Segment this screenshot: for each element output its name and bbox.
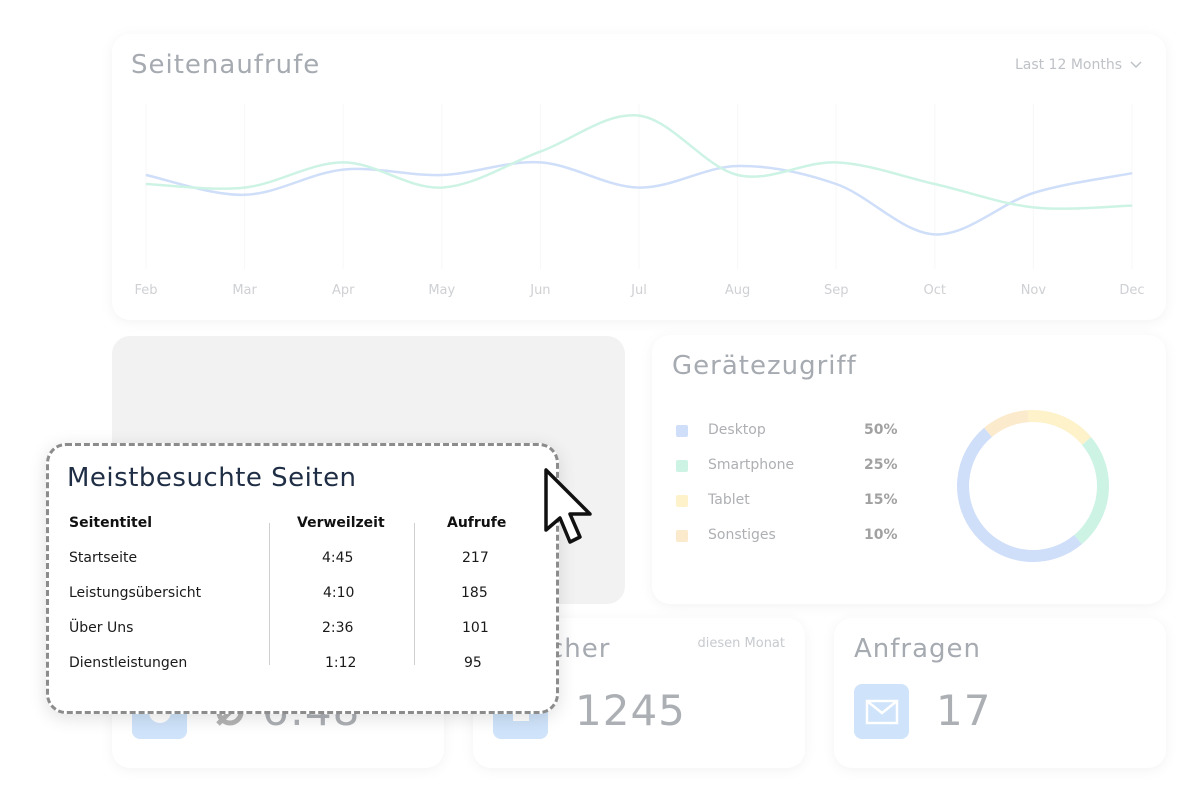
legend-item: Sonstiges 10% <box>676 527 898 547</box>
time-range-dropdown[interactable]: Last 12 Months <box>1015 57 1142 73</box>
legend-swatch <box>676 530 688 542</box>
legend-item: Desktop 50% <box>676 422 898 442</box>
cell-views: 217 <box>462 550 489 566</box>
legend-item: Tablet 15% <box>676 492 898 512</box>
page-views-title: Seitenaufrufe <box>131 50 321 80</box>
device-access-card: Gerätezugriff Desktop 50% Smartphone 25%… <box>652 335 1166 604</box>
column-header-duration: Verweilzeit <box>297 515 385 531</box>
device-access-title: Gerätezugriff <box>672 351 857 381</box>
kpi-title: cher <box>549 634 611 664</box>
most-visited-pages-card[interactable]: Meistbesuchte Seiten Seitentitel Verweil… <box>46 443 559 714</box>
data-point <box>145 174 147 176</box>
x-tick-label: Nov <box>1021 283 1047 298</box>
legend-item: Smartphone 25% <box>676 457 898 477</box>
time-range-label: Last 12 Months <box>1014 57 1122 73</box>
cell-page-title: Dienstleistungen <box>69 655 188 671</box>
column-header-views: Aufrufe <box>447 515 507 531</box>
page-views-line-chart: Feb Mar Apr May Jun Jul Aug Sep Oct Nov Dec <box>134 104 1145 298</box>
column-divider <box>414 523 415 665</box>
x-tick-label: Mar <box>232 283 257 298</box>
device-donut-chart <box>957 410 1109 562</box>
legend-label: Desktop <box>708 422 766 438</box>
data-point <box>539 161 541 163</box>
data-point <box>934 183 936 185</box>
data-point <box>737 174 739 176</box>
x-tick-label: Feb <box>134 283 157 298</box>
mail-icon <box>854 684 909 739</box>
donut-slice-sonstiges <box>984 410 1029 438</box>
cell-duration: 1:12 <box>325 655 357 671</box>
donut-slice-smartphone <box>1073 437 1109 545</box>
kpi-card-inquiries: Anfragen 17 <box>834 618 1166 768</box>
legend-swatch <box>676 425 688 437</box>
legend-value: 25% <box>864 457 898 473</box>
legend-value: 10% <box>864 527 898 543</box>
cell-page-title: Leistungsübersicht <box>69 585 202 601</box>
legend-label: Sonstiges <box>708 527 776 543</box>
column-divider <box>269 523 270 665</box>
donut-slice-desktop <box>957 427 1082 562</box>
data-point <box>638 115 640 117</box>
x-tick-label: May <box>428 283 455 298</box>
x-tick-label: Jun <box>529 283 550 298</box>
data-point <box>145 183 147 185</box>
cell-page-title: Startseite <box>69 550 138 566</box>
kpi-subtitle: diesen Monat <box>697 636 785 651</box>
data-point <box>835 161 837 163</box>
data-point <box>737 165 739 167</box>
x-tick-label: Dec <box>1119 283 1144 298</box>
cell-page-title: Über Uns <box>69 620 134 636</box>
x-tick-label: Aug <box>725 283 750 298</box>
data-point <box>1131 172 1133 174</box>
cell-views: 185 <box>461 585 488 601</box>
data-point <box>638 187 640 189</box>
mouse-pointer-icon <box>544 468 592 544</box>
data-point <box>342 169 344 171</box>
kpi-value: 17 <box>936 686 992 735</box>
data-point <box>342 161 344 163</box>
donut-slice-tablet <box>1027 410 1092 446</box>
legend-label: Tablet <box>708 492 750 508</box>
data-point <box>934 233 936 235</box>
data-point <box>244 187 246 189</box>
kpi-value: 1245 <box>575 686 686 735</box>
data-point <box>441 174 443 176</box>
cell-views: 95 <box>464 655 482 671</box>
x-tick-label: Oct <box>924 283 946 298</box>
x-tick-label: Jul <box>630 283 647 298</box>
data-point <box>835 183 837 185</box>
data-point <box>441 187 443 189</box>
legend-value: 50% <box>864 422 898 438</box>
cell-views: 101 <box>462 620 489 636</box>
data-point <box>539 151 541 153</box>
legend-value: 15% <box>864 492 898 508</box>
legend-swatch <box>676 495 688 507</box>
column-header-page-title: Seitentitel <box>69 515 153 531</box>
x-tick-label: Sep <box>824 283 849 298</box>
legend-label: Smartphone <box>708 457 795 473</box>
chevron-down-icon <box>1130 61 1142 69</box>
legend-swatch <box>676 460 688 472</box>
cell-duration: 4:10 <box>323 585 355 601</box>
data-point <box>1131 205 1133 207</box>
page-views-card: Feb Mar Apr May Jun Jul Aug Sep Oct Nov Dec Seiten… <box>112 34 1166 320</box>
most-visited-title: Meistbesuchte Seiten <box>67 463 357 493</box>
data-point <box>1032 192 1034 194</box>
kpi-title: Anfragen <box>854 634 982 664</box>
cell-duration: 2:36 <box>322 620 354 636</box>
data-point <box>244 194 246 196</box>
cell-duration: 4:45 <box>322 550 354 566</box>
x-tick-label: Apr <box>332 283 355 298</box>
data-point <box>1032 206 1034 208</box>
